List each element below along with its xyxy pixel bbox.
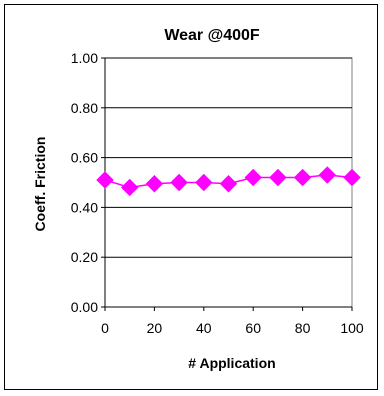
data-point	[318, 166, 337, 184]
data-point	[96, 171, 114, 189]
y-tick-label: 0.60	[71, 150, 98, 166]
data-point	[170, 173, 188, 192]
data-point	[343, 168, 361, 187]
x-tick-label: 100	[340, 320, 364, 336]
x-tick-label: 60	[245, 320, 261, 336]
x-axis-label: # Application	[188, 355, 275, 371]
plot-area: 0.00 0.20 0.40 0.60 0.80 1.00 0 20 40 60 80 100	[71, 50, 364, 336]
chart-title: Wear @400F	[164, 27, 260, 44]
data-point	[269, 168, 287, 187]
x-tick-label: 80	[295, 320, 311, 336]
x-tick-label: 20	[147, 320, 163, 336]
data-point	[195, 173, 213, 192]
data-point	[293, 168, 312, 187]
y-tick-label: 0.00	[71, 299, 98, 315]
data-point	[120, 178, 139, 197]
data-point	[219, 175, 238, 193]
y-tick-label: 0.40	[71, 199, 98, 215]
data-point	[145, 175, 164, 193]
x-tick-label: 40	[196, 320, 212, 336]
y-axis-label: Coeff. Friction	[32, 137, 48, 232]
y-tick-label: 0.80	[71, 100, 98, 116]
data-point	[244, 168, 262, 187]
y-tick-label: 0.20	[71, 249, 98, 265]
x-tick-label: 0	[101, 320, 109, 336]
y-tick-label: 1.00	[71, 50, 98, 66]
